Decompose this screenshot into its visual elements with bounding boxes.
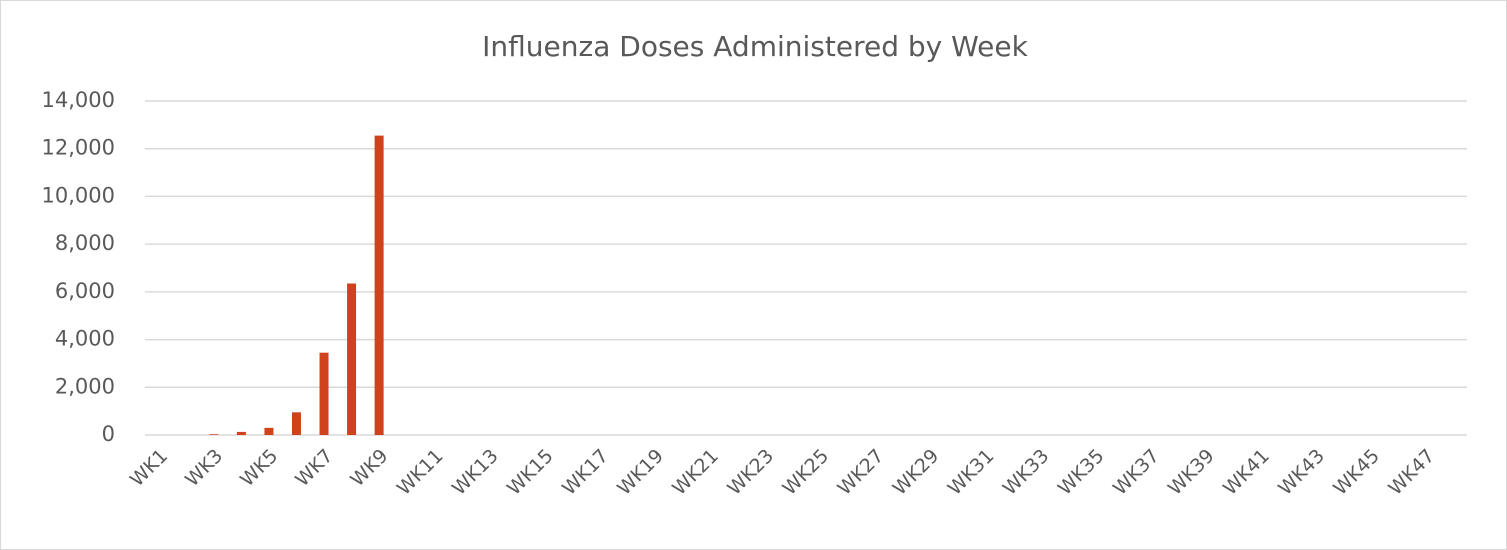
y-tick-label: 14,000 (42, 88, 115, 112)
y-tick-label: 4,000 (55, 327, 115, 351)
y-tick-label: 0 (102, 422, 115, 446)
bar (374, 135, 384, 436)
bar (264, 427, 274, 435)
y-tick-label: 8,000 (55, 231, 115, 255)
bar (347, 283, 357, 435)
chart-title: Influenza Doses Administered by Week (482, 30, 1028, 63)
bar (209, 434, 219, 435)
y-tick-label: 12,000 (42, 136, 115, 160)
bar (319, 352, 329, 435)
y-tick-label: 2,000 (55, 374, 115, 398)
y-tick-label: 6,000 (55, 279, 115, 303)
bar (236, 431, 246, 435)
bar (291, 412, 301, 435)
y-tick-label: 10,000 (42, 183, 115, 207)
